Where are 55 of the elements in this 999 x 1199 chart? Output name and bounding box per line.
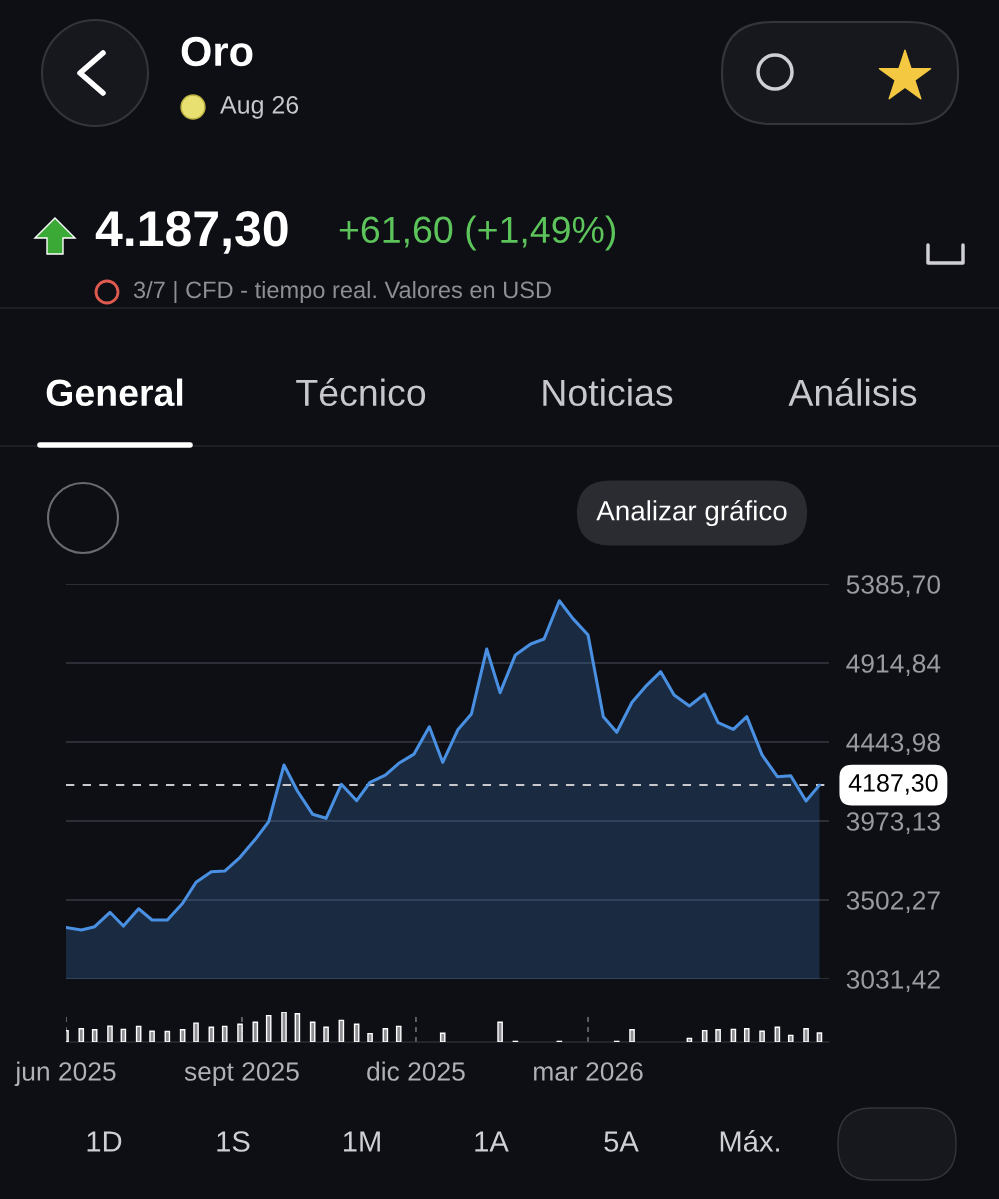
bar <box>91 1029 98 1042</box>
y-tick-label: 5385,70 <box>846 575 941 597</box>
text: 1S <box>217 1131 250 1152</box>
x-tick-label: dic 2025 <box>367 1061 465 1081</box>
text: +61,60 (+1,49%) <box>339 215 616 251</box>
y-tick-label: 3502,27 <box>846 891 940 913</box>
text: 1M <box>343 1131 380 1152</box>
text: Máx. <box>720 1130 779 1152</box>
bar <box>179 1029 186 1042</box>
bar <box>323 1026 329 1042</box>
text: Noticias <box>543 378 673 407</box>
bar <box>439 1032 446 1042</box>
text: 5A <box>604 1131 639 1152</box>
text: 1A <box>475 1131 509 1152</box>
bar <box>382 1028 389 1042</box>
bar <box>701 1029 708 1042</box>
bar <box>135 1025 142 1042</box>
bar <box>367 1032 373 1042</box>
bar <box>281 1012 287 1042</box>
x-tick-label: sept 2025 <box>184 1062 299 1087</box>
bar <box>265 1014 272 1042</box>
text: Análisis <box>788 378 917 407</box>
bar <box>497 1021 503 1042</box>
bar <box>803 1028 809 1042</box>
bar <box>221 1025 228 1042</box>
bar <box>629 1029 635 1042</box>
text: 3/7 | CFD - tiempo real. Valores en USD <box>133 280 551 304</box>
ref-line-label: 4187,30 <box>848 774 938 795</box>
bar <box>715 1029 721 1042</box>
y-tick-label: 4914,84 <box>846 654 941 676</box>
text: Oro <box>181 36 253 67</box>
bar <box>743 1028 750 1042</box>
text: Analizar gráfico <box>596 499 787 527</box>
bar <box>78 1028 85 1042</box>
x-tick-label: mar 2026 <box>534 1062 643 1081</box>
bar <box>816 1032 823 1042</box>
bar <box>237 1023 243 1042</box>
bar <box>787 1034 794 1042</box>
bar <box>107 1025 113 1042</box>
text: 4.187,30 <box>95 211 288 254</box>
bar <box>395 1025 402 1042</box>
text: Aug 26 <box>220 96 299 119</box>
y-tick-label: 3031,42 <box>846 970 940 992</box>
text: Técnico <box>296 378 426 407</box>
bar <box>759 1030 765 1042</box>
bar <box>193 1022 199 1042</box>
bar <box>294 1013 301 1042</box>
bar <box>686 1037 693 1042</box>
bar <box>149 1030 155 1042</box>
y-tick-label: 4443,98 <box>846 733 940 755</box>
x-tick-label: jun 2025 <box>14 1061 116 1087</box>
y-tick-label: 3973,13 <box>846 812 940 834</box>
text: 1D <box>87 1131 122 1152</box>
bar <box>164 1030 171 1042</box>
text: General <box>46 378 183 407</box>
